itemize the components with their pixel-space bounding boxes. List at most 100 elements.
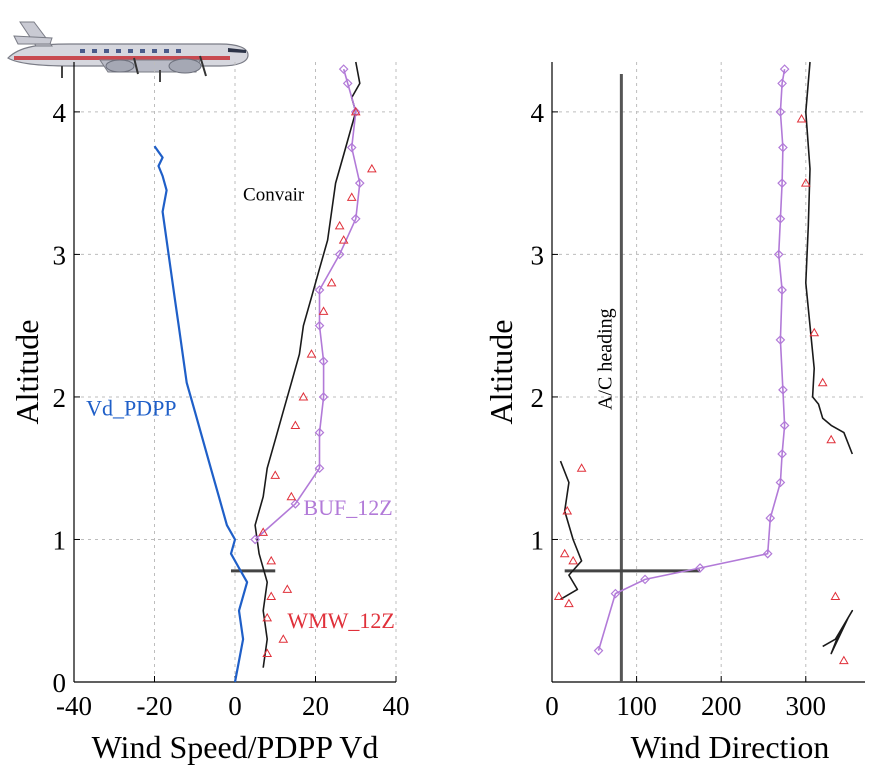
data-point-wmw_12z [817,377,828,387]
data-point-buf_12z [695,563,705,573]
series-line-convair [805,61,854,455]
data-point-buf_12z [342,78,353,89]
data-point-buf_12z [350,213,361,224]
series-line-buf_12z [254,68,361,541]
data-point-wmw_12z [262,612,273,622]
series-line-convair_tail [822,609,854,655]
y-tick-label: 2 [531,383,545,413]
data-point-wmw_12z [830,591,841,600]
data-point-buf_12z [338,64,349,74]
y-tick-label: 3 [53,240,67,270]
y-tick-label: 1 [53,525,67,555]
data-point-buf_12z [314,463,325,474]
y-axis-label: Altitude [483,320,519,425]
data-point-wmw_12z [562,505,573,515]
data-point-buf_12z [314,320,325,331]
x-tick-label: 0 [228,691,242,721]
aircraft-icon [7,21,249,82]
y-tick-label: 2 [53,383,67,413]
data-point-buf_12z [354,178,365,188]
data-point-buf_12z [773,249,784,260]
y-tick-label: 3 [531,240,545,270]
data-point-buf_12z [318,356,329,367]
data-point-buf_12z [314,285,325,295]
data-point-buf_12z [250,534,260,545]
series-label-vd-pdpp: Vd_PDPP [86,395,176,420]
data-point-wmw_12z [326,277,337,287]
x-tick-label: 300 [786,691,827,721]
data-point-wmw_12z [290,420,301,429]
y-axis-label: Altitude [9,320,45,425]
series-line-buf_12z [597,68,786,651]
x-tick-label: 200 [701,691,742,721]
data-point-wmw_12z [270,470,281,479]
data-point-wmw_12z [266,591,277,600]
x-axis-label: Wind Direction [631,729,830,765]
y-tick-label: 4 [531,98,545,128]
data-point-wmw_12z [318,306,329,315]
data-point-wmw_12z [350,106,361,116]
data-point-buf_12z [775,477,786,488]
data-point-buf_12z [775,213,786,224]
data-point-wmw_12z [298,391,309,401]
data-point-buf_12z [778,142,788,153]
data-point-wmw_12z [826,434,837,444]
data-point-wmw_12z [553,591,564,600]
data-point-buf_12z [318,392,329,402]
series-line-convair [254,61,361,668]
data-point-wmw_12z [278,634,289,643]
data-point-wmw_12z [334,220,345,230]
y-tick-label: 0 [53,668,67,698]
x-tick-label: -40 [56,691,92,721]
heading-label: A/C heading [594,308,616,410]
data-point-wmw_12z [559,548,570,558]
series-label-wmw-12z: WMW_12Z [287,608,395,633]
x-tick-label: 40 [383,691,410,721]
data-point-wmw_12z [346,192,357,201]
y-tick-label: 4 [53,98,67,128]
data-point-wmw_12z [800,178,811,187]
series-label-buf-12z: BUF_12Z [303,495,392,520]
data-point-wmw_12z [286,491,297,501]
data-point-buf_12z [775,335,786,345]
data-point-wmw_12z [796,114,807,123]
data-point-buf_12z [640,574,650,585]
data-point-buf_12z [775,107,786,117]
series-line-convair_low [559,460,583,600]
data-point-buf_12z [314,427,325,438]
data-point-buf_12z [346,142,357,153]
data-point-buf_12z [593,645,604,656]
series-line-vd_pdpp [153,145,249,683]
data-point-wmw_12z [838,655,849,665]
data-point-wmw_12z [282,584,293,593]
data-point-buf_12z [777,178,787,188]
x-tick-label: 100 [616,691,657,721]
data-point-buf_12z [610,588,621,599]
data-point-buf_12z [778,384,788,395]
data-point-wmw_12z [576,463,587,472]
y-tick-label: 1 [531,525,545,555]
data-point-buf_12z [290,498,301,509]
data-point-buf_12z [762,548,773,559]
data-point-buf_12z [779,64,790,74]
series-label-convair: Convair [243,184,305,205]
data-point-buf_12z [765,513,776,523]
x-tick-label: -20 [137,691,173,721]
data-point-buf_12z [779,420,790,431]
data-point-buf_12z [777,78,787,89]
wind-speed-panel: -40 -20 0 20 40 0 1 2 3 4 Wind Speed/PDPP Vd Altitu… [9,61,410,765]
data-point-wmw_12z [306,349,317,358]
x-axis-label: Wind Speed/PDPP Vd [92,729,379,765]
data-point-buf_12z [777,449,787,459]
data-point-buf_12z [777,285,787,295]
data-point-wmw_12z [564,598,574,608]
data-point-buf_12z [334,249,345,260]
data-point-wmw_12z [568,555,579,565]
data-point-buf_12z [350,107,361,117]
data-point-wmw_12z [809,327,820,337]
data-point-wmw_12z [262,648,273,657]
data-point-wmw_12z [366,163,377,173]
wind-direction-panel: 0 100 200 300 1 2 3 4 Wind Direction Altitude A/C … [483,61,865,765]
data-point-wmw_12z [258,527,269,536]
